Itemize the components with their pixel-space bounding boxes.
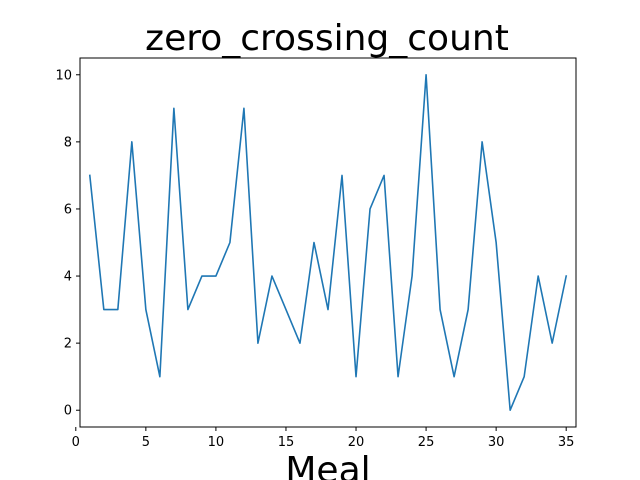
x-tick-label: 5 [142,435,150,450]
y-tick-label: 8 [64,135,72,150]
x-tick-label: 15 [278,435,295,450]
axes-frame [79,57,577,428]
series-line [88,73,568,412]
y-tick-label: 10 [55,68,72,83]
x-tick-label: 20 [348,435,365,450]
x-tick-label: 30 [488,435,505,450]
y-tick-label: 2 [64,337,72,352]
x-tick-label: 25 [418,435,435,450]
y-tick-label: 6 [64,202,72,217]
x-tick-label: 35 [558,435,575,450]
x-axis-label: Meal [285,450,370,480]
x-tick-label: 0 [72,435,80,450]
y-tick-label: 4 [64,270,72,285]
x-axis: 0 5 10 15 20 25 30 35 [72,427,575,450]
y-tick-label: 0 [64,404,72,419]
x-tick-label: 10 [208,435,225,450]
chart-title: zero_crossing_count [145,18,509,59]
y-axis: 0 2 4 6 8 10 [55,68,80,419]
